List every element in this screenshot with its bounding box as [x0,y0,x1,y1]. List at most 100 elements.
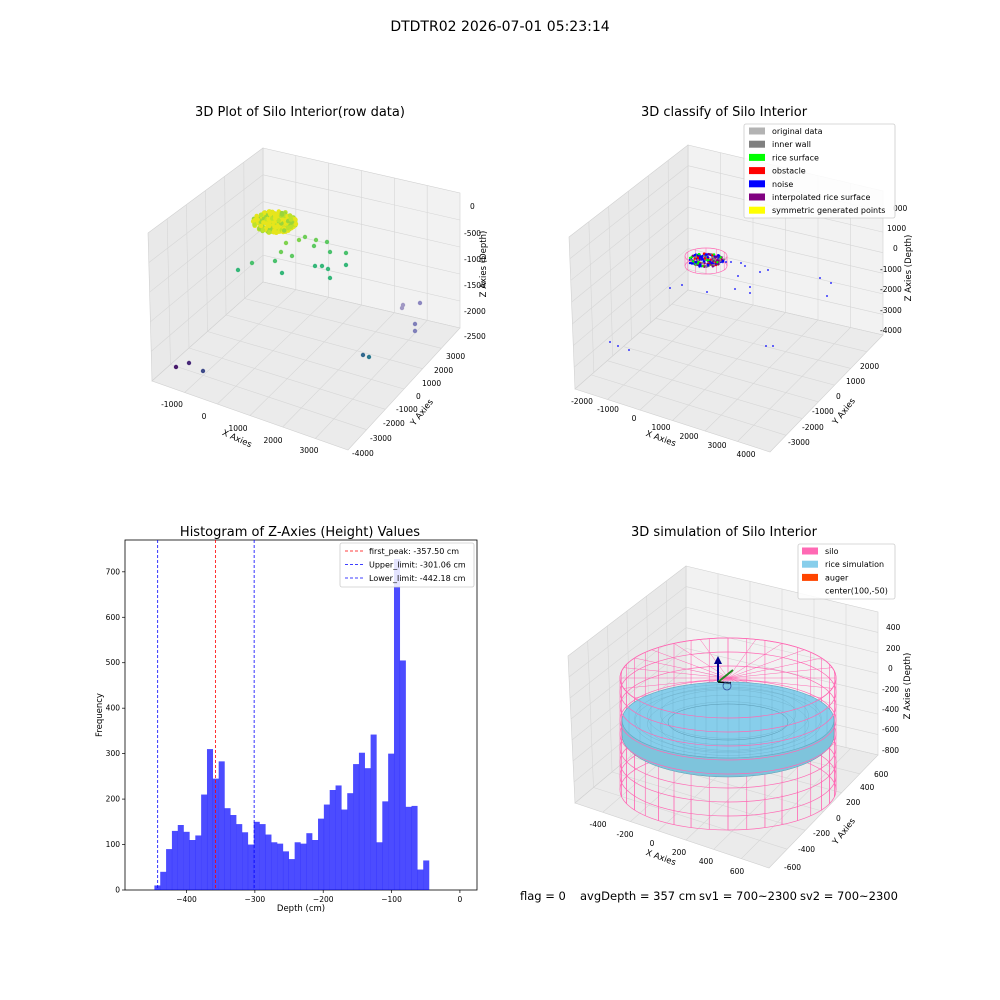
classify-y-tick: 2000 [860,362,879,371]
histogram-bar [388,753,395,890]
classify-point [706,256,709,259]
classify-x-tick: -2000 [571,397,593,406]
histogram-y-tick: 400 [106,704,121,713]
histogram-bar [236,824,243,890]
histogram-bar [312,840,319,890]
legend-swatch [749,180,765,188]
classify-x-tick: 2000 [679,432,698,441]
legend-label: interpolated rice surface [772,193,870,202]
histogram-bar [183,831,190,890]
histogram-bar [195,835,202,890]
histogram-bar [382,801,389,890]
histogram-bar [329,790,336,890]
classify-point [701,264,704,268]
sim-x-tick: 600 [730,867,745,876]
sim-y-tick: -200 [813,829,830,838]
legend-swatch [749,206,765,214]
classify-point [710,261,714,265]
histogram-panel: Histogram of Z-Axies (Height) Values −40… [95,525,478,914]
classify-point [711,255,714,259]
raw-point [417,300,423,306]
classify-point [712,253,716,256]
classify-z-tick: -4000 [880,326,902,335]
classify-y-label: Y Axies [830,396,858,428]
legend-swatch [802,547,818,555]
classify-point [690,262,693,265]
raw-point [278,249,284,255]
raw-z-tick: -1500 [464,281,486,290]
classify-noise-point [715,263,717,265]
classify-z-tick: -3000 [880,306,902,315]
histogram-bar [370,734,377,890]
histogram-y-tick: 300 [106,749,121,758]
histogram-bar [288,859,295,890]
classify-x-tick: -1000 [597,405,619,414]
center-y-arrow [717,669,734,683]
sim-y-label: Y Axies [830,816,858,848]
raw-3d-title: 3D Plot of Silo Interior(row data) [195,105,405,120]
classify-y-tick: 1000 [846,377,865,386]
histogram-bar [341,809,348,890]
histogram-legend-label: first_peak: -357.50 cm [369,547,459,556]
classify-point [712,260,715,263]
raw-point [274,224,279,230]
histogram-bar [347,793,354,890]
legend-swatch [749,167,765,175]
raw-point [173,364,179,370]
classify-point [689,259,693,262]
raw-y-tick: -2000 [383,419,405,428]
classify-noise-point [765,345,767,347]
classify-point [688,256,692,260]
classify-noise-point [706,291,708,293]
classify-noise-point [609,341,611,343]
raw-point [253,217,258,222]
histogram-bar [177,825,184,890]
classify-legend: original data inner wall rice surface obsta… [743,123,896,219]
histogram-legend-label: Upper_limit: -301.06 cm [369,561,466,570]
classify-z-tick: 1000 [887,224,906,233]
sim-z-tick: 400 [886,623,901,632]
raw-point [324,239,330,245]
raw-point [311,243,317,249]
histogram-y-tick: 0 [115,886,120,895]
raw-z-tick: -1000 [464,255,486,264]
histogram-bar [212,778,219,890]
sv1-text: sv1 = 700~2300 [699,889,797,903]
histogram-legend: first_peak: -357.50 cm Upper_limit: -301.… [339,542,475,588]
raw-point [287,213,293,218]
legend-label: inner wall [772,140,811,149]
flag-text: flag = 0 [520,889,566,903]
raw-x-tick: 3000 [299,446,318,455]
raw-point [412,328,418,334]
raw-point [279,210,285,216]
classify-noise-point [826,295,828,297]
classify-x-label: X Axies [644,429,677,449]
classify-point [701,258,705,261]
histogram-y-tick: 100 [106,840,121,849]
raw-point [258,223,264,229]
histogram-bar [160,871,167,890]
raw-x-tick: 1000 [228,424,247,433]
legend-swatch [802,573,818,581]
legend-label: rice surface [772,153,819,162]
raw-x-tick: -1000 [161,400,183,409]
classify-point [719,256,722,259]
raw-y-tick: 1000 [422,379,441,388]
classify-point [700,261,704,264]
raw-point [279,270,285,276]
raw-point [261,220,266,225]
raw-point [292,216,298,222]
histogram-bar [399,660,406,890]
legend-label: original data [772,127,823,136]
classify-y-tick: -3000 [788,438,810,447]
histogram-bar [364,768,371,890]
histogram-bar [393,559,401,890]
classify-point [693,257,696,260]
sim-z-tick: -400 [882,705,899,714]
raw-point [266,217,272,222]
sim-y-tick: 200 [846,798,861,807]
raw-point [325,266,331,272]
raw-point [289,253,295,259]
legend-swatch [749,127,765,135]
raw-z-tick: -500 [464,229,481,238]
